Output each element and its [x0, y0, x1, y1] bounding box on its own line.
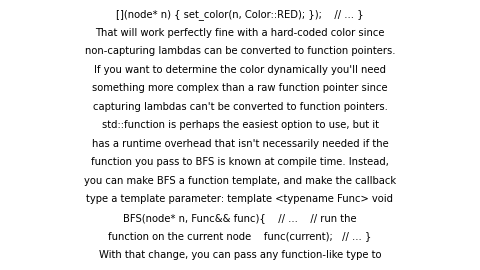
Text: BFS(node* n, Func&& func){    // ...    // run the: BFS(node* n, Func&& func){ // ... // run… — [123, 213, 357, 223]
Text: [](node* n) { set_color(n, Color::RED); });    // ... }: [](node* n) { set_color(n, Color::RED); … — [116, 9, 364, 20]
Text: std::function is perhaps the easiest option to use, but it: std::function is perhaps the easiest opt… — [101, 120, 379, 130]
Text: function on the current node    func(current);   // ... }: function on the current node func(curren… — [108, 231, 372, 241]
Text: With that change, you can pass any function-like type to: With that change, you can pass any funct… — [99, 250, 381, 260]
Text: type a template parameter: template <typename Func> void: type a template parameter: template <typ… — [86, 194, 394, 204]
Text: you can make BFS a function template, and make the callback: you can make BFS a function template, an… — [84, 176, 396, 186]
Text: something more complex than a raw function pointer since: something more complex than a raw functi… — [92, 83, 388, 93]
Text: That will work perfectly fine with a hard-coded color since: That will work perfectly fine with a har… — [95, 28, 385, 38]
Text: has a runtime overhead that isn't necessarily needed if the: has a runtime overhead that isn't necess… — [92, 139, 388, 149]
Text: capturing lambdas can't be converted to function pointers.: capturing lambdas can't be converted to … — [93, 102, 387, 112]
Text: function you pass to BFS is known at compile time. Instead,: function you pass to BFS is known at com… — [91, 157, 389, 167]
Text: If you want to determine the color dynamically you'll need: If you want to determine the color dynam… — [94, 65, 386, 75]
Text: non-capturing lambdas can be converted to function pointers.: non-capturing lambdas can be converted t… — [85, 46, 395, 56]
